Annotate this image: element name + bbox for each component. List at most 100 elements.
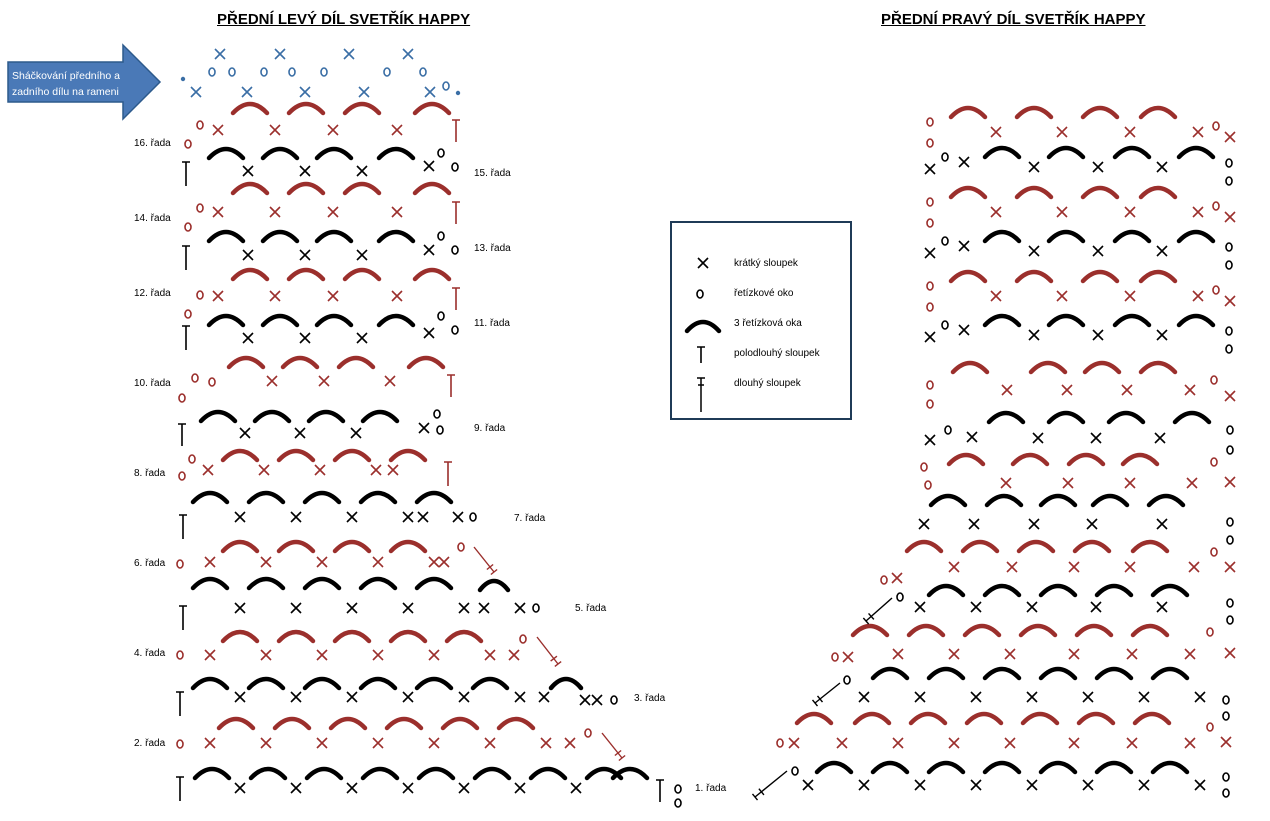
chain-arch-icon [1112, 145, 1152, 160]
chain-stitch-icon [208, 377, 216, 387]
single-crochet-icon [391, 124, 403, 136]
chain-arch-icon [286, 267, 326, 282]
single-crochet-icon [346, 782, 358, 794]
chain-arch-icon [1120, 452, 1160, 467]
single-crochet-icon [402, 782, 414, 794]
single-crochet-icon [1124, 126, 1136, 138]
single-crochet-icon [402, 602, 414, 614]
chain-arch-icon [1094, 583, 1134, 598]
chain-stitch-icon [419, 67, 427, 77]
single-crochet-icon [350, 427, 362, 439]
chain-arch-icon [376, 313, 416, 328]
single-crochet-icon [299, 165, 311, 177]
chain-stitch-icon [176, 739, 184, 749]
chain-arch-icon [414, 490, 454, 505]
chain-stitch-icon [1210, 547, 1218, 557]
double-crochet-icon [865, 597, 893, 622]
single-crochet-icon [1082, 779, 1094, 791]
chain-arch-icon [198, 409, 238, 424]
double-crochet-icon [754, 770, 788, 798]
chain-arch-icon [332, 539, 372, 554]
double-crochet-icon [618, 754, 626, 762]
chain-arch-icon [260, 146, 300, 161]
chain-arch-icon [388, 539, 428, 554]
chain-arch-icon [246, 490, 286, 505]
chain-arch-icon [1010, 452, 1050, 467]
single-crochet-icon [1032, 432, 1044, 444]
chain-stitch-icon [1226, 425, 1234, 435]
chain-stitch-icon [920, 462, 928, 472]
chain-arch-icon [946, 452, 986, 467]
single-crochet-icon [1156, 161, 1168, 173]
single-crochet-icon [327, 290, 339, 302]
chain-arch-icon [1014, 269, 1054, 284]
chain-arch-icon [1176, 229, 1216, 244]
single-crochet-icon [836, 737, 848, 749]
single-crochet-icon [458, 691, 470, 703]
single-crochet-icon [1056, 126, 1068, 138]
single-crochet-icon [1006, 561, 1018, 573]
chain-arch-icon [470, 676, 510, 691]
single-crochet-icon [958, 240, 970, 252]
single-crochet-icon [540, 737, 552, 749]
single-crochet-icon [579, 694, 591, 706]
single-crochet-icon [484, 737, 496, 749]
single-crochet-icon [802, 779, 814, 791]
legend-label-ch: řetízkové oko [734, 288, 794, 299]
single-crochet-icon [346, 602, 358, 614]
chain-arch-icon [206, 146, 246, 161]
single-crochet-icon [1026, 691, 1038, 703]
single-crochet-icon [242, 332, 254, 344]
single-crochet-icon [372, 649, 384, 661]
chain-arch-icon [794, 711, 834, 726]
chain-stitch-icon [1210, 375, 1218, 385]
chain-arch-icon [1150, 666, 1190, 681]
chain-arch-icon [230, 181, 270, 196]
row-label-16: 16. řada [134, 138, 171, 149]
half-double-crochet-icon [178, 423, 186, 446]
chain-stitch-icon [674, 784, 682, 794]
chain-stitch-icon [437, 311, 445, 321]
single-crochet-icon [266, 375, 278, 387]
single-crochet-icon [1124, 206, 1136, 218]
chain-stitch-icon [1222, 772, 1230, 782]
chain-arch-icon [226, 355, 266, 370]
chain-arch-icon [1066, 452, 1106, 467]
single-crochet-icon [918, 518, 930, 530]
single-crochet-icon [1124, 561, 1136, 573]
chain-arch-icon [276, 448, 316, 463]
double-crochet-icon [758, 788, 765, 796]
single-crochet-icon [990, 206, 1002, 218]
chain-stitch-icon [196, 203, 204, 213]
chain-arch-icon [496, 716, 536, 731]
chain-arch-icon [1038, 666, 1078, 681]
single-crochet-icon [1082, 691, 1094, 703]
chain-arch-icon [906, 623, 946, 638]
single-crochet-icon [316, 737, 328, 749]
chain-stitch-icon [1212, 121, 1220, 131]
single-crochet-icon [1220, 736, 1232, 748]
chain-stitch-icon [320, 67, 328, 77]
single-crochet-icon [204, 649, 216, 661]
chain-arch-icon [412, 101, 452, 116]
single-crochet-icon [204, 737, 216, 749]
row-label-5: 5. řada [575, 603, 607, 614]
chain-stitch-icon [1226, 535, 1234, 545]
single-crochet-icon [1068, 561, 1080, 573]
chain-arch-icon [190, 490, 230, 505]
chain-arch-icon [358, 490, 398, 505]
chain-arch-icon [548, 676, 584, 691]
chain-arch-icon [384, 716, 424, 731]
single-crochet-icon [1126, 648, 1138, 660]
chain-stitch-icon [228, 67, 236, 77]
chain-arch-icon [412, 181, 452, 196]
chain-arch-icon [1138, 185, 1178, 200]
half-double-crochet-icon [656, 779, 664, 802]
chain-arch-icon [220, 448, 260, 463]
chain-arch-icon [1080, 185, 1120, 200]
chain-arch-icon [336, 355, 376, 370]
chain-arch-icon [1080, 269, 1120, 284]
chain-arch-icon [870, 760, 910, 775]
single-crochet-icon [269, 206, 281, 218]
chain-stitch-icon [451, 245, 459, 255]
